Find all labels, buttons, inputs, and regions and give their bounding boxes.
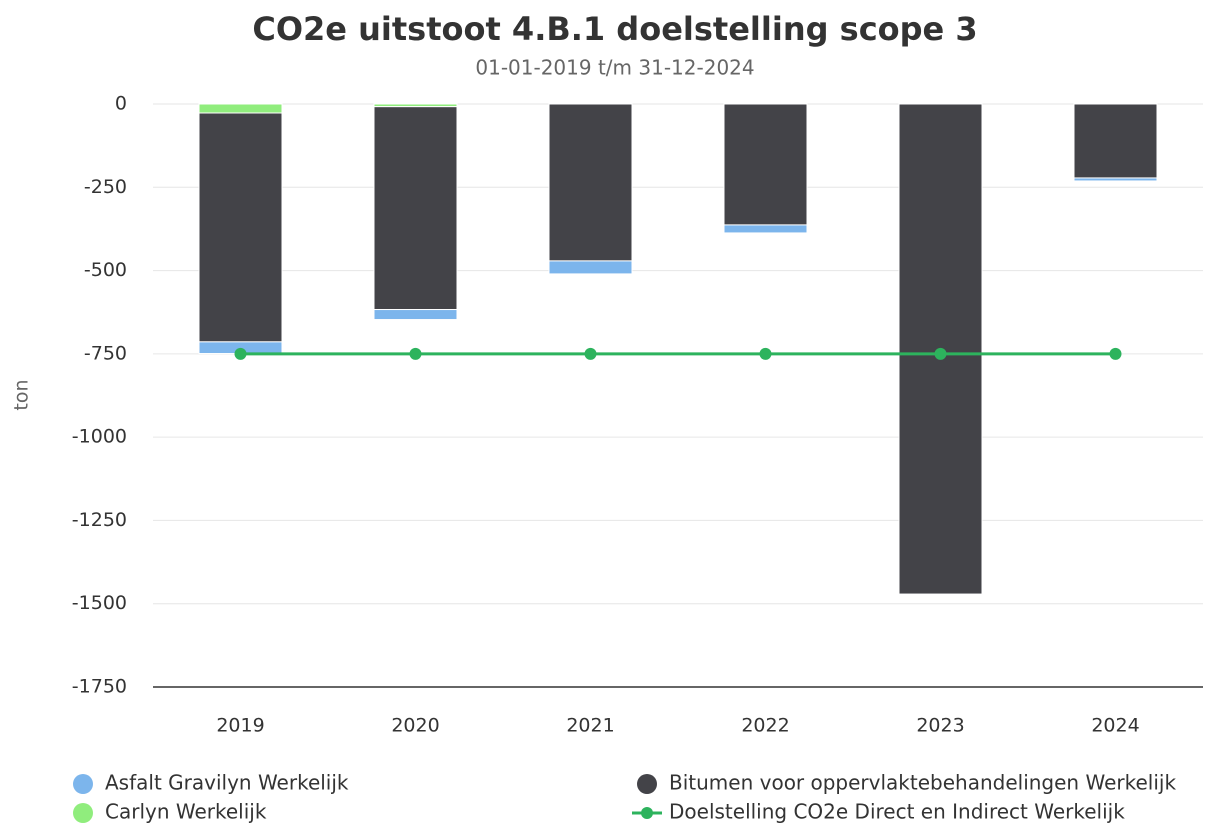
legend-label: Bitumen voor oppervlaktebehandelingen We… — [669, 771, 1176, 795]
y-tick-label: -1500 — [72, 592, 127, 614]
y-tick-label: -500 — [84, 259, 127, 281]
y-tick-label: -1250 — [72, 509, 127, 531]
x-tick-label: 2020 — [391, 715, 439, 737]
bar — [373, 309, 458, 321]
legend-symbol — [73, 803, 93, 823]
line-marker — [934, 347, 947, 360]
bar — [198, 112, 283, 343]
chart-subtitle: 01-01-2019 t/m 31-12-2024 — [475, 56, 754, 80]
legend-label: Carlyn Werkelijk — [105, 800, 267, 823]
bar — [373, 106, 458, 311]
y-tick-label: -250 — [84, 176, 127, 198]
line-marker — [409, 347, 422, 360]
line-marker — [759, 347, 772, 360]
x-tick-label: 2019 — [216, 715, 264, 737]
y-tick-label: -1750 — [72, 676, 127, 698]
x-tick-label: 2022 — [741, 715, 789, 737]
line-marker — [234, 347, 247, 360]
legend-symbol — [637, 774, 657, 794]
x-tick-label: 2024 — [1091, 715, 1139, 737]
chart-title: CO2e uitstoot 4.B.1 doelstelling scope 3 — [252, 10, 977, 48]
y-axis-label: ton — [11, 379, 33, 410]
legend-symbol — [641, 807, 653, 819]
line-marker — [584, 347, 597, 360]
line-marker — [1109, 347, 1122, 360]
x-tick-label: 2021 — [566, 715, 614, 737]
bar — [1073, 177, 1158, 182]
bar — [548, 260, 633, 275]
y-tick-label: -1000 — [72, 426, 127, 448]
legend-label: Asfalt Gravilyn Werkelijk — [105, 771, 349, 795]
bar — [723, 224, 808, 234]
bar — [198, 103, 283, 114]
legend-symbol — [73, 774, 93, 794]
bar — [548, 103, 633, 262]
x-tick-label: 2023 — [916, 715, 964, 737]
legend-label: Doelstelling CO2e Direct en Indirect Wer… — [669, 800, 1125, 823]
y-tick-label: 0 — [115, 93, 127, 115]
bar — [1073, 103, 1158, 179]
y-tick-label: -750 — [84, 342, 127, 364]
bar — [723, 103, 808, 226]
